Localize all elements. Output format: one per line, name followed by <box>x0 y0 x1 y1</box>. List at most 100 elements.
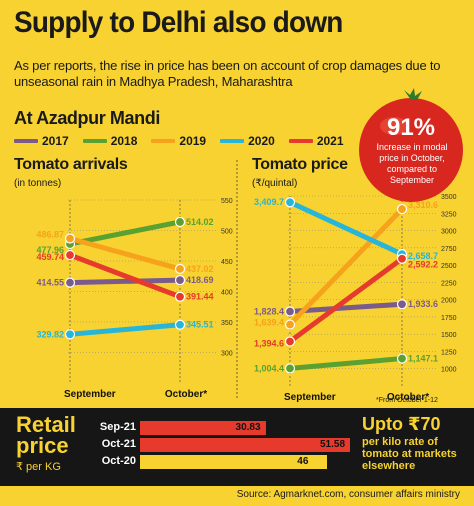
data-label: 1,639.4 <box>254 318 284 328</box>
legend-item-2021: 2021 <box>288 134 344 148</box>
legend-item-2020: 2020 <box>220 134 275 148</box>
y-tick-label: 3000 <box>441 229 457 236</box>
arrivals-title: Tomato arrivals <box>14 156 128 173</box>
data-label: 477.96 <box>36 245 64 255</box>
legend-item-2017: 2017 <box>14 134 69 148</box>
data-label: 1,828.4 <box>254 306 284 316</box>
bar-label-oct20: Oct-20 <box>101 455 136 467</box>
data-point <box>396 299 408 310</box>
data-point <box>174 263 186 275</box>
data-point <box>284 197 296 208</box>
retail-title-line1: Retail <box>16 412 76 437</box>
legend-swatch <box>151 139 176 143</box>
y-tick-label: 3500 <box>441 194 457 201</box>
bar-label-oct21: Oct-21 <box>101 438 136 450</box>
retail-bar-oct21 <box>140 438 350 452</box>
data-label: 414.55 <box>36 278 64 288</box>
data-point <box>174 291 186 302</box>
retail-title-line2: price <box>16 433 69 458</box>
page-title: Supply to Delhi also down <box>14 6 343 39</box>
y-tick-label: 400 <box>221 290 233 297</box>
arrivals-chart: 300 350 400 450 500 550 September October* 414.5… <box>36 198 232 400</box>
series-line-2017 <box>287 301 405 314</box>
series-line-2019 <box>287 206 405 328</box>
rate-text: per kilo rate of tomato at markets elsew… <box>362 436 457 472</box>
price-unit: (₹/quintal) <box>252 178 298 189</box>
retail-bar-oct20 <box>140 455 328 469</box>
data-label: 418.69 <box>186 275 214 285</box>
legend-swatch <box>14 139 38 143</box>
legend-label: 2020 <box>248 134 275 148</box>
y-tick-label: 550 <box>221 198 233 205</box>
data-point <box>396 253 408 264</box>
badge-text: Increase in modal price in October, comp… <box>376 142 448 185</box>
legend-swatch <box>82 139 107 143</box>
data-point <box>284 336 296 347</box>
series-line-2017 <box>67 277 183 286</box>
data-label: 2,658.7 <box>408 251 438 261</box>
legend-label: 2021 <box>316 134 344 148</box>
series-line-2021 <box>287 256 405 344</box>
price-title: Tomato price <box>252 156 348 173</box>
retail-bar-value: 30.83 <box>235 422 261 433</box>
rate-headline: Upto ₹70 <box>362 414 441 434</box>
retail-unit: ₹ per KG <box>16 461 61 473</box>
data-point <box>64 233 76 244</box>
badge: 91% Increase in modal price in October, … <box>352 86 470 204</box>
x-tick-label: October* <box>387 392 429 403</box>
source: Source: Agmarknet.com, consumer affairs … <box>236 489 460 500</box>
series-line-2018 <box>67 219 183 247</box>
x-tick-label: September <box>64 389 116 400</box>
series-line-2021 <box>67 252 183 300</box>
y-tick-label: 2500 <box>441 263 457 270</box>
y-tick-label: 1250 <box>441 349 457 356</box>
legend-swatch <box>220 139 245 143</box>
data-point <box>174 216 186 228</box>
series-line-2020 <box>287 199 405 257</box>
data-label: 2,592.2 <box>408 260 438 270</box>
data-label: 1,147.1 <box>408 354 438 364</box>
data-label: 391.44 <box>186 292 214 302</box>
series-line-2018 <box>287 356 405 371</box>
y-tick-label: 1500 <box>441 332 457 339</box>
data-label: 459.74 <box>36 252 64 262</box>
section-heading: At Azadpur Mandi <box>14 108 160 128</box>
data-point <box>284 363 296 374</box>
data-label: 1,004.4 <box>254 363 284 373</box>
data-label: 1,933.6 <box>408 299 438 309</box>
y-tick-label: 2750 <box>441 246 457 253</box>
legend-label: 2019 <box>179 134 207 148</box>
y-tick-label: 2250 <box>441 280 457 287</box>
legend-item-2019: 2019 <box>151 134 206 148</box>
data-label: 486.87 <box>36 230 64 240</box>
footnote: *From October 1-12 <box>376 397 438 404</box>
bar-label-sep21: Sep-21 <box>99 421 136 433</box>
data-label: 3,409.7 <box>254 197 284 207</box>
subtitle: As per reports, the rise in price has be… <box>14 58 441 89</box>
y-tick-label: 350 <box>221 320 233 327</box>
data-label: 329.82 <box>36 329 64 339</box>
arrivals-unit: (in tonnes) <box>14 178 62 189</box>
retail-bar-sep21 <box>140 421 266 435</box>
badge-value: 91% <box>386 114 436 141</box>
x-tick-label: October* <box>165 389 207 400</box>
retail-bar-value: 51.58 <box>320 439 346 450</box>
tomato-icon <box>359 88 463 202</box>
y-tick-label: 500 <box>221 229 233 236</box>
data-label: 1,394.6 <box>254 338 284 348</box>
data-point <box>284 306 296 317</box>
series-line-2019 <box>67 236 183 272</box>
y-tick-label: 1000 <box>441 367 457 374</box>
legend-swatch <box>288 139 313 143</box>
data-label: 437.02 <box>186 264 214 274</box>
data-point <box>64 277 76 288</box>
data-point <box>284 319 296 330</box>
legend-label: 2017 <box>42 134 69 148</box>
y-tick-label: 2000 <box>441 298 457 305</box>
y-tick-label: 3250 <box>441 211 457 218</box>
retail-bar-value: 46 <box>297 456 309 467</box>
data-point <box>64 249 76 261</box>
legend-label: 2018 <box>110 134 138 148</box>
data-point <box>174 274 186 286</box>
